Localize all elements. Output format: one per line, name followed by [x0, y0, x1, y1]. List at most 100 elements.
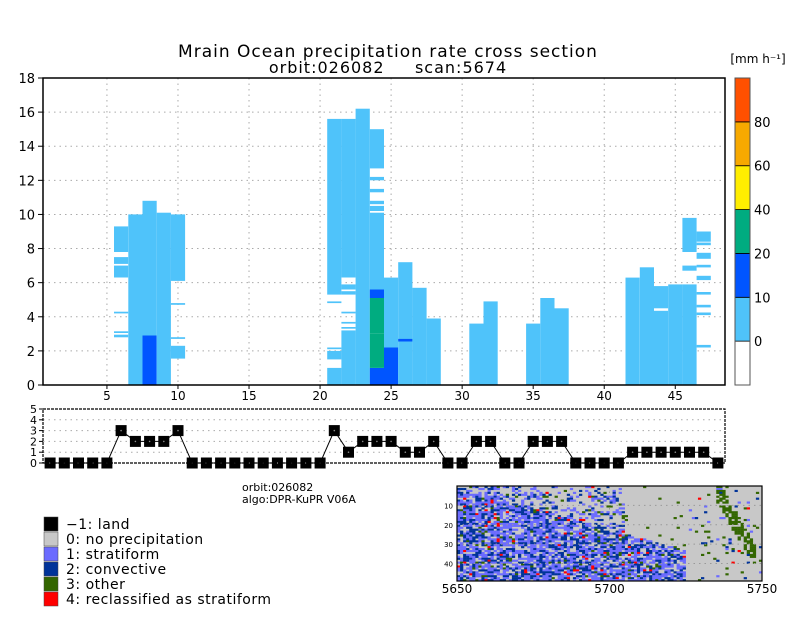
precip-cell [398, 262, 413, 385]
precip-cell [682, 265, 697, 271]
precip-cell [142, 335, 157, 385]
type-marker-dot [631, 451, 634, 454]
type-marker-dot [120, 429, 122, 432]
precip-cell [341, 284, 356, 290]
type-marker-dot [688, 451, 691, 454]
precip-cell [369, 129, 384, 169]
precip-cell [696, 312, 711, 316]
map-y-tick-label: 20 [444, 522, 453, 530]
x-tick-label: 5 [103, 389, 111, 403]
x-tick-label: 45 [668, 389, 683, 403]
precip-cell [327, 301, 342, 304]
type-marker-dot [546, 440, 549, 443]
precip-cell [170, 214, 186, 281]
precip-cell [696, 275, 711, 281]
legend-label: 0: no precipitation [66, 532, 204, 548]
precip-cell [369, 212, 384, 290]
map-x-tick-label: 5650 [442, 582, 473, 596]
orbit-label: orbit:026082 [242, 481, 313, 494]
legend-swatch [43, 576, 59, 592]
colorbar-swatch [734, 296, 751, 342]
type-marker-dot [376, 440, 378, 443]
legend-swatch [43, 546, 59, 562]
type-marker-dot [148, 440, 151, 443]
swath-map: 10 20 30 40 5650 5700 5750 [442, 485, 777, 596]
precip-cell [696, 252, 711, 259]
x-tick-label: 35 [526, 389, 541, 403]
y-tick-label: 14 [18, 140, 35, 155]
colorbar-swatch [735, 341, 750, 385]
x-tick-label: 25 [383, 389, 398, 403]
type-marker-dot [560, 440, 563, 443]
precip-cell [682, 284, 697, 385]
y-tick-label: 2 [30, 435, 37, 448]
colorbar-swatch [734, 77, 751, 123]
main-x-axis: 5 10 15 20 25 30 35 40 45 [103, 385, 683, 403]
precip-cell [369, 298, 384, 334]
precip-cell [114, 265, 129, 278]
type-marker-dot [702, 451, 705, 454]
precip-cell [384, 277, 399, 348]
type-marker-dot [361, 440, 364, 443]
x-tick-label: 15 [241, 389, 256, 403]
type-marker-dot [475, 440, 478, 443]
precip-cell [341, 118, 356, 278]
precip-cell [369, 333, 384, 368]
colorbar-swatch [734, 121, 751, 167]
type-marker-dot [432, 440, 435, 443]
type-marker-dot [404, 451, 407, 454]
main-y-axis: 0 2 4 6 8 10 12 14 16 18 [18, 72, 43, 394]
colorbar-unit-label: [mm h⁻¹] [730, 52, 785, 66]
map-y-tick-label: 30 [444, 541, 453, 549]
precip-cell [469, 323, 484, 385]
type-marker-dot [333, 429, 336, 432]
precip-cell [526, 323, 541, 385]
type-marker-dot [418, 451, 421, 454]
map-pixels [457, 486, 763, 582]
precip-cell [327, 118, 342, 295]
precip-cell [170, 345, 186, 359]
colorbar-label: 10 [754, 291, 771, 306]
precip-cell [341, 291, 356, 295]
precip-cell [114, 331, 129, 333]
y-tick-label: 4 [27, 311, 35, 326]
colorbar-swatch [734, 253, 751, 298]
precip-cell [341, 327, 356, 329]
legend-label: 2: convective [66, 562, 167, 578]
type-plot-frame [42, 408, 726, 464]
main-plot-cells [114, 108, 711, 386]
type-marker-dot [646, 451, 648, 454]
precip-cell [668, 284, 683, 385]
precip-cell [696, 231, 711, 242]
y-tick-label: 0 [30, 457, 37, 470]
legend-swatch [43, 531, 59, 547]
precip-cell [369, 188, 384, 193]
colorbar: 0 10 20 40 60 80 [734, 77, 771, 386]
x-tick-label: 30 [455, 389, 470, 403]
algo-label: algo:DPR-KuPR V06A [242, 493, 356, 506]
x-tick-label: 40 [597, 389, 612, 403]
precip-cell [142, 200, 157, 336]
type-marker-dot [532, 440, 534, 443]
precip-cell [696, 304, 711, 308]
precip-cell [114, 226, 129, 252]
colorbar-frame [734, 77, 751, 386]
precip-cell [128, 214, 143, 385]
x-tick-label: 20 [312, 389, 327, 403]
map-y-tick-label: 40 [444, 561, 453, 569]
colorbar-label: 80 [754, 116, 771, 131]
type-marker-dot [177, 429, 179, 432]
precip-cell [170, 303, 186, 305]
type-marker-dot [347, 451, 350, 454]
legend-swatch [43, 561, 59, 577]
precip-cell [682, 217, 697, 252]
precip-cell [327, 347, 342, 350]
precip-cell [696, 344, 711, 348]
colorbar-swatch [734, 209, 751, 254]
precip-cell [114, 334, 129, 338]
y-tick-label: 8 [27, 243, 35, 258]
precip-cell [341, 321, 356, 324]
precip-cell [355, 108, 370, 385]
